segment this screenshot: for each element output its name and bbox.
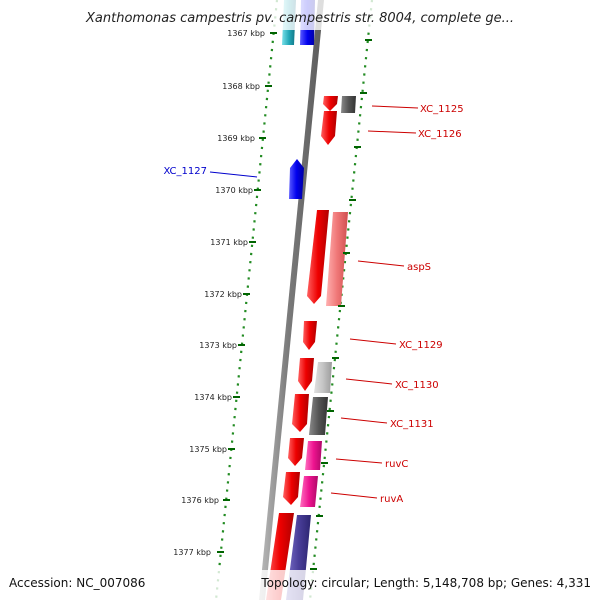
gene-label-xc1126[interactable]: XC_1126	[418, 129, 462, 140]
gene-ruvC	[288, 438, 304, 466]
gene-aspS-partner	[326, 212, 348, 306]
leader-xc1126	[367, 130, 417, 134]
tick-label-1368: 1368 kbp	[222, 82, 260, 91]
gene-ruvA-partner	[300, 476, 318, 507]
tick-ring-outer	[214, 0, 279, 600]
gene-label-xc1130[interactable]: XC_1130	[395, 380, 439, 391]
leader-xc1127	[209, 171, 258, 178]
tick-ring-inner	[308, 0, 374, 600]
leader-xc1130	[345, 378, 393, 385]
leader-ruvA	[330, 492, 378, 499]
tick-label-1372: 1372 kbp	[204, 290, 242, 299]
gene-xc1125	[323, 96, 338, 111]
gene-aspS	[307, 210, 329, 304]
gene-xc1131	[292, 394, 309, 432]
gene-label-xc1127[interactable]: XC_1127	[163, 166, 207, 177]
gene-label-xc1131[interactable]: XC_1131	[390, 419, 434, 430]
footer-backdrop	[0, 570, 600, 600]
gene-label-leaders	[209, 105, 419, 499]
tick-label-1373: 1373 kbp	[199, 341, 237, 350]
gene-xc1125-partner	[341, 96, 356, 113]
tick-marks	[217, 32, 372, 570]
gene-xc1126	[321, 111, 337, 145]
tick-label-1375: 1375 kbp	[189, 445, 227, 454]
gene-xc1129	[303, 321, 317, 350]
title-backdrop	[0, 0, 600, 30]
leader-xc1125	[371, 105, 419, 109]
gene-ruvA	[283, 472, 300, 505]
gene-xc1127	[289, 159, 304, 199]
gene-xc1130-partner	[314, 362, 332, 393]
gene-label-xc1125[interactable]: XC_1125	[420, 104, 464, 115]
gene-label-xc1129[interactable]: XC_1129	[399, 340, 443, 351]
gene-xc1131-partner	[309, 397, 328, 435]
tick-label-1369: 1369 kbp	[217, 134, 255, 143]
backbone	[259, 0, 324, 600]
gene-label-ruvC[interactable]: ruvC	[385, 459, 408, 470]
topology-text: Topology: circular; Length: 5,148,708 bp…	[260, 576, 591, 590]
tick-label-1374: 1374 kbp	[194, 393, 232, 402]
leader-xc1131	[340, 417, 388, 424]
leader-ruvC	[335, 458, 383, 464]
tick-label-1370: 1370 kbp	[215, 186, 253, 195]
tick-labels: 1367 kbp 1368 kbp 1369 kbp 1370 kbp 1371…	[173, 29, 265, 557]
tick-label-1371: 1371 kbp	[210, 238, 248, 247]
gene-xc1130	[298, 358, 314, 391]
page-title: Xanthomonas campestris pv. campestris st…	[85, 11, 514, 26]
accession-text: Accession: NC_007086	[9, 576, 145, 590]
tick-label-1376: 1376 kbp	[181, 496, 219, 505]
tick-label-1367: 1367 kbp	[227, 29, 265, 38]
leader-aspS	[357, 260, 405, 267]
gene-label-ruvA[interactable]: ruvA	[380, 494, 403, 505]
gene-label-aspS[interactable]: aspS	[407, 262, 431, 273]
gene-labels: XC_1125 XC_1126 XC_1127 aspS XC_1129 XC_…	[163, 104, 463, 505]
tick-label-1377: 1377 kbp	[173, 548, 211, 557]
gene-ruvC-partner	[305, 441, 322, 470]
leader-xc1129	[349, 338, 397, 345]
